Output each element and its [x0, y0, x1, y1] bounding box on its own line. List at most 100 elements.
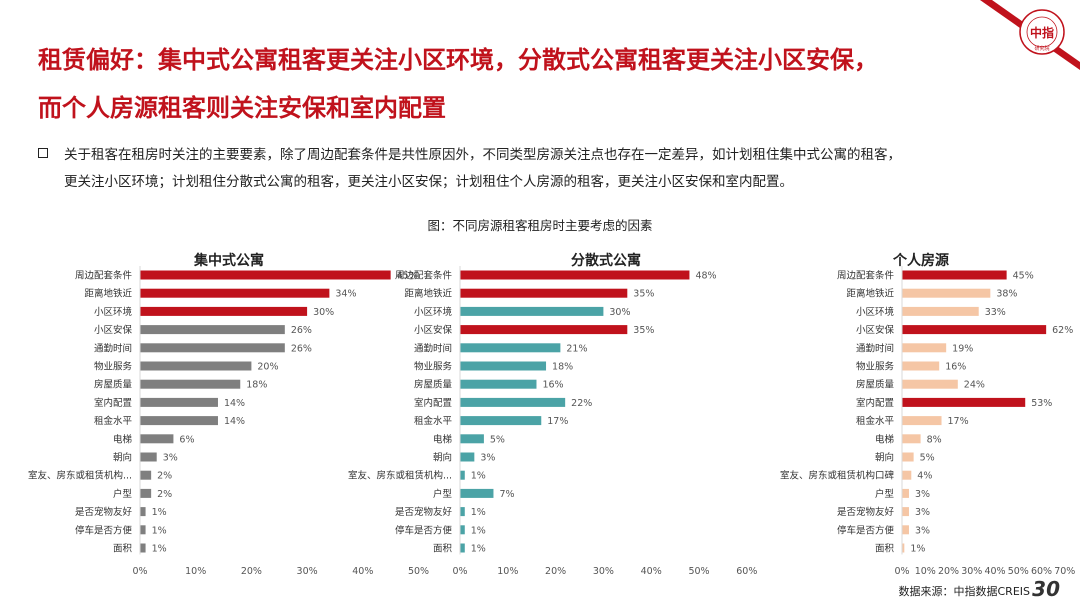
- bar: [902, 525, 909, 535]
- data-label: 26%: [291, 325, 312, 336]
- tick-label: 10%: [915, 566, 936, 577]
- category-label: 面积: [433, 543, 453, 555]
- category-label: 停车是否方便: [837, 524, 895, 536]
- bar: [460, 416, 542, 426]
- category-label: 周边配套条件: [395, 270, 453, 282]
- bar: [902, 470, 912, 480]
- tick-label: 50%: [1008, 566, 1029, 577]
- bar: [460, 397, 566, 407]
- category-label: 距离地铁近: [84, 288, 132, 300]
- chart-title: 集中式公寓: [193, 252, 264, 269]
- bar: [902, 543, 905, 553]
- bar: [140, 288, 330, 298]
- data-label: 48%: [695, 271, 716, 282]
- bar: [140, 488, 152, 498]
- bar: [902, 416, 942, 426]
- data-label: 1%: [471, 471, 486, 482]
- bar: [140, 525, 146, 535]
- data-source: 数据来源：中指数据CREIS: [898, 585, 1031, 598]
- category-label: 小区安保: [94, 324, 133, 336]
- data-label: 1%: [152, 507, 167, 518]
- data-label: 20%: [257, 362, 278, 373]
- category-label: 电梯: [875, 433, 895, 445]
- data-label: 26%: [291, 343, 312, 354]
- bar: [902, 434, 921, 444]
- academy-logo-icon: 中指 研究院: [1019, 9, 1065, 55]
- bar: [140, 470, 152, 480]
- category-label: 小区环境: [414, 306, 453, 318]
- bar: [460, 343, 561, 353]
- category-label: 周边配套条件: [75, 270, 133, 282]
- bar: [460, 379, 537, 389]
- bullet-text-line-2: 更关注小区环境；计划租住分散式公寓的租客，更关注小区安保；计划租住个人房源的租客…: [64, 174, 793, 190]
- data-label: 1%: [471, 525, 486, 536]
- tick-label: 0%: [452, 566, 467, 577]
- tick-label: 50%: [408, 566, 429, 577]
- bullet-square-icon: [38, 148, 48, 158]
- tick-label: 40%: [641, 566, 662, 577]
- data-label: 14%: [224, 416, 245, 427]
- category-label: 户型: [875, 488, 895, 500]
- data-label: 62%: [1052, 325, 1073, 336]
- tick-label: 20%: [938, 566, 959, 577]
- category-label: 朝向: [875, 452, 894, 464]
- data-label: 3%: [163, 453, 178, 464]
- category-label: 小区环境: [94, 306, 133, 318]
- bar: [460, 543, 465, 553]
- category-label: 电梯: [433, 433, 453, 445]
- category-label: 租金水平: [414, 415, 453, 427]
- data-label: 34%: [335, 289, 356, 300]
- data-label: 14%: [224, 398, 245, 409]
- tick-label: 10%: [497, 566, 518, 577]
- bar: [902, 397, 1026, 407]
- bar: [902, 507, 909, 517]
- data-label: 35%: [633, 325, 654, 336]
- category-label: 房屋质量: [94, 379, 133, 391]
- bar: [460, 525, 465, 535]
- category-label: 室友、房东或租赁机构口碑: [780, 470, 895, 482]
- tick-label: 50%: [688, 566, 709, 577]
- category-label: 物业服务: [856, 361, 895, 373]
- category-label: 朝向: [433, 452, 452, 464]
- category-label: 是否宠物友好: [75, 506, 133, 518]
- bar: [140, 270, 391, 280]
- bar: [902, 379, 958, 389]
- data-label: 1%: [471, 544, 486, 555]
- data-label: 2%: [157, 489, 172, 500]
- data-label: 4%: [917, 471, 932, 482]
- bar: [460, 452, 475, 462]
- data-label: 3%: [915, 507, 930, 518]
- bar: [140, 306, 308, 316]
- data-label: 1%: [910, 544, 925, 555]
- tick-label: 30%: [961, 566, 982, 577]
- tick-label: 70%: [1054, 566, 1075, 577]
- category-label: 是否宠物友好: [837, 506, 895, 518]
- data-label: 30%: [313, 307, 334, 318]
- category-label: 通勤时间: [856, 342, 894, 354]
- category-label: 通勤时间: [414, 342, 452, 354]
- data-label: 19%: [952, 343, 973, 354]
- bar: [902, 325, 1047, 335]
- category-label: 距离地铁近: [404, 288, 452, 300]
- data-label: 1%: [152, 525, 167, 536]
- data-label: 45%: [397, 271, 418, 282]
- bar: [140, 543, 146, 553]
- bar: [140, 452, 157, 462]
- bar: [460, 507, 465, 517]
- page-number: 30: [1032, 577, 1060, 601]
- data-label: 7%: [499, 489, 514, 500]
- data-label: 24%: [964, 380, 985, 391]
- tick-label: 30%: [297, 566, 318, 577]
- tick-label: 0%: [894, 566, 909, 577]
- bar: [902, 288, 991, 298]
- bar: [902, 452, 914, 462]
- bar: [140, 434, 174, 444]
- category-label: 小区安保: [856, 324, 895, 336]
- bullet-text-line-1: 关于租客在租房时关注的主要要素，除了周边配套条件是共性原因外，不同类型房源关注点…: [64, 147, 901, 163]
- category-label: 租金水平: [94, 415, 133, 427]
- bar: [140, 416, 218, 426]
- data-label: 3%: [480, 453, 495, 464]
- category-label: 是否宠物友好: [395, 506, 453, 518]
- tick-label: 60%: [736, 566, 757, 577]
